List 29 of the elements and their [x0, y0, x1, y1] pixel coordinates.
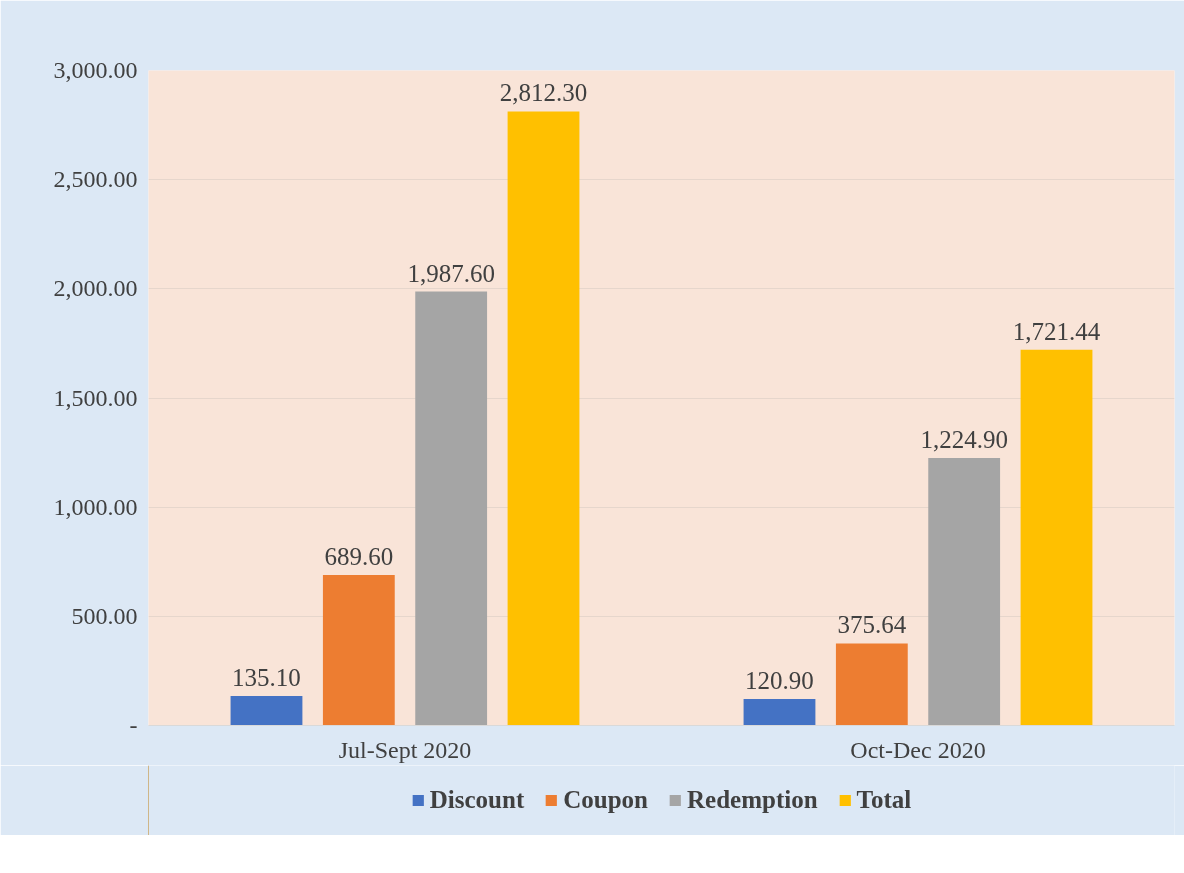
- legend-label: Total: [856, 786, 912, 814]
- data-label: 2,812.30: [499, 79, 588, 107]
- data-label: 1,224.90: [920, 426, 1008, 454]
- y-tick-label: 2,000.00: [53, 275, 138, 302]
- legend-label: Redemption: [687, 786, 818, 814]
- bar: [928, 458, 1001, 726]
- bar: [743, 699, 816, 726]
- x-tick-label: Jul-Sept 2020: [338, 736, 472, 763]
- y-tick-label: 500.00: [71, 602, 138, 629]
- y-tick-label: 3,000.00: [53, 57, 138, 83]
- y-tick-label: 2,500.00: [53, 166, 138, 193]
- legend-label: Discount: [429, 786, 525, 814]
- y-tick-label: -: [129, 712, 138, 738]
- bar: [230, 696, 303, 726]
- bar: [415, 291, 488, 726]
- bar: [507, 111, 580, 726]
- y-tick-label: 1,500.00: [53, 384, 138, 411]
- data-label: 135.10: [232, 664, 301, 691]
- bar: [322, 574, 395, 726]
- data-label: 120.90: [745, 667, 814, 695]
- x-tick-label: Oct-Dec 2020: [850, 736, 986, 763]
- data-label: 375.64: [837, 611, 907, 639]
- data-label: 1,721.44: [1012, 317, 1101, 345]
- legend-label: Coupon: [563, 786, 649, 814]
- bar: [1020, 349, 1093, 726]
- y-tick-label: 1,000.00: [53, 493, 138, 520]
- data-label: 1,987.60: [407, 259, 495, 287]
- data-label: 689.60: [324, 542, 394, 570]
- bar: [835, 643, 908, 726]
